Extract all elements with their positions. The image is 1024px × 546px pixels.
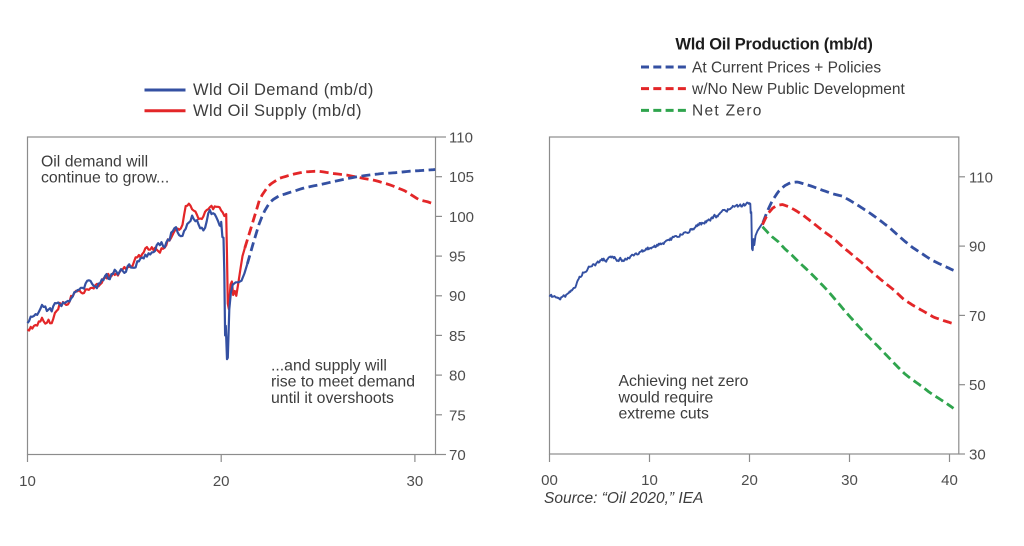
- svg-text:30: 30: [969, 447, 986, 464]
- svg-text:Achieving net zero: Achieving net zero: [619, 373, 749, 390]
- svg-text:90: 90: [449, 288, 466, 305]
- svg-text:110: 110: [449, 130, 473, 147]
- svg-text:100: 100: [449, 209, 474, 226]
- svg-text:80: 80: [449, 368, 466, 385]
- svg-text:Wld Oil Supply (mb/d): Wld Oil Supply (mb/d): [193, 102, 362, 120]
- svg-text:20: 20: [741, 472, 758, 489]
- svg-text:30: 30: [841, 472, 858, 489]
- svg-text:90: 90: [969, 239, 986, 256]
- svg-text:Source: “Oil 2020,” IEA: Source: “Oil 2020,” IEA: [544, 490, 703, 507]
- svg-text:...and supply will: ...and supply will: [271, 358, 387, 375]
- svg-text:85: 85: [449, 328, 466, 345]
- svg-text:until it overshoots: until it overshoots: [271, 390, 394, 407]
- svg-text:20: 20: [213, 473, 230, 490]
- svg-text:75: 75: [449, 407, 466, 424]
- svg-text:extreme cuts: extreme cuts: [619, 406, 710, 423]
- svg-text:30: 30: [407, 473, 424, 490]
- svg-text:70: 70: [449, 447, 466, 464]
- svg-text:10: 10: [641, 472, 658, 489]
- svg-text:continue to grow...: continue to grow...: [41, 170, 169, 187]
- svg-text:70: 70: [969, 308, 986, 325]
- svg-text:rise to meet demand: rise to meet demand: [271, 374, 415, 391]
- svg-text:Oil demand will: Oil demand will: [41, 153, 148, 170]
- svg-text:w/No New Public Development: w/No New Public Development: [691, 81, 905, 98]
- svg-text:Wld Oil Demand (mb/d): Wld Oil Demand (mb/d): [193, 81, 374, 99]
- svg-text:At Current Prices + Policies: At Current Prices + Policies: [692, 59, 881, 76]
- svg-text:40: 40: [941, 472, 958, 489]
- svg-text:95: 95: [449, 249, 466, 266]
- svg-text:would require: would require: [618, 389, 714, 406]
- svg-text:00: 00: [541, 472, 558, 489]
- svg-text:50: 50: [969, 377, 986, 394]
- svg-text:110: 110: [969, 169, 993, 186]
- svg-text:Net Zero: Net Zero: [692, 103, 763, 120]
- svg-text:10: 10: [19, 473, 36, 490]
- svg-text:105: 105: [449, 169, 474, 186]
- svg-text:Wld Oil Production (mb/d): Wld Oil Production (mb/d): [675, 36, 872, 54]
